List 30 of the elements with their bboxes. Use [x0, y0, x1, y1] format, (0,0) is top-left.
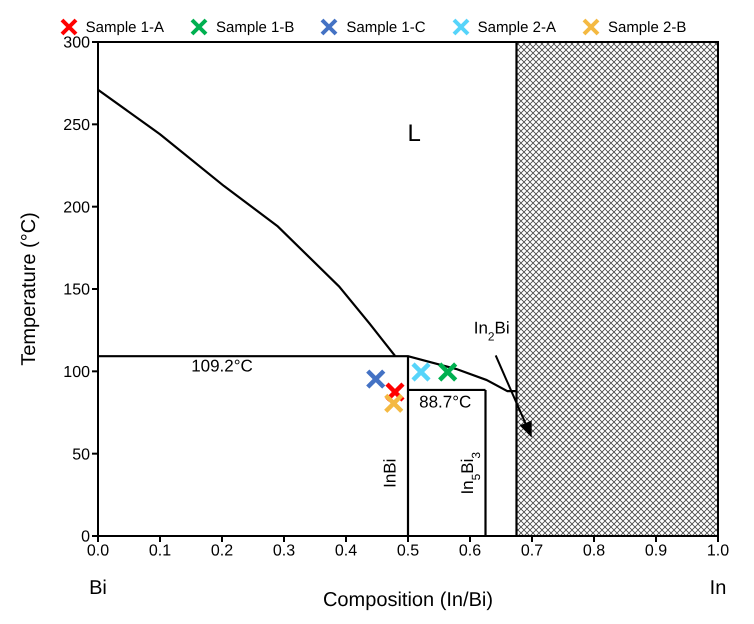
- y-tick-label: 100: [63, 364, 90, 382]
- text: In: [710, 577, 726, 599]
- legend-label: Sample 1-A: [86, 18, 164, 36]
- legend-label: Sample 2-B: [608, 18, 686, 36]
- x-tick-label: 0.2: [210, 542, 234, 560]
- y-tick-label: 50: [72, 446, 90, 464]
- x-tick-label: 0.5: [396, 542, 420, 560]
- y-tick-label: 150: [63, 282, 90, 299]
- text: Bi: [89, 577, 107, 599]
- annotation: L: [408, 120, 421, 147]
- annotation: InBi: [380, 458, 400, 488]
- legend-label: Sample 1-C: [346, 18, 426, 36]
- annotation: 88.7°C: [419, 392, 472, 412]
- x-tick-label: 0.8: [582, 542, 606, 560]
- x-tick-label: 1.0: [706, 542, 730, 560]
- x-tick-label: 0.6: [458, 542, 482, 560]
- y-axis-title: Temperature (°C): [18, 212, 40, 366]
- legend-label: Sample 2-A: [478, 18, 556, 36]
- x-tick-label: 0.4: [334, 542, 358, 560]
- y-tick-label: 300: [63, 34, 90, 52]
- y-tick-label: 200: [63, 199, 90, 216]
- annotation: In$_{2}$Bi: [474, 318, 510, 344]
- x-tick-label: 0.9: [644, 542, 668, 560]
- x-tick-label: 0.7: [520, 542, 544, 560]
- x-tick-label: 0.1: [148, 542, 172, 560]
- annotation: 109.2°C: [191, 356, 253, 376]
- legend-label: Sample 1-B: [216, 18, 294, 36]
- y-tick-label: 250: [63, 117, 90, 134]
- x-tick-label: 0.3: [272, 542, 296, 560]
- x-axis-title: Composition (In/Bi): [322, 589, 494, 611]
